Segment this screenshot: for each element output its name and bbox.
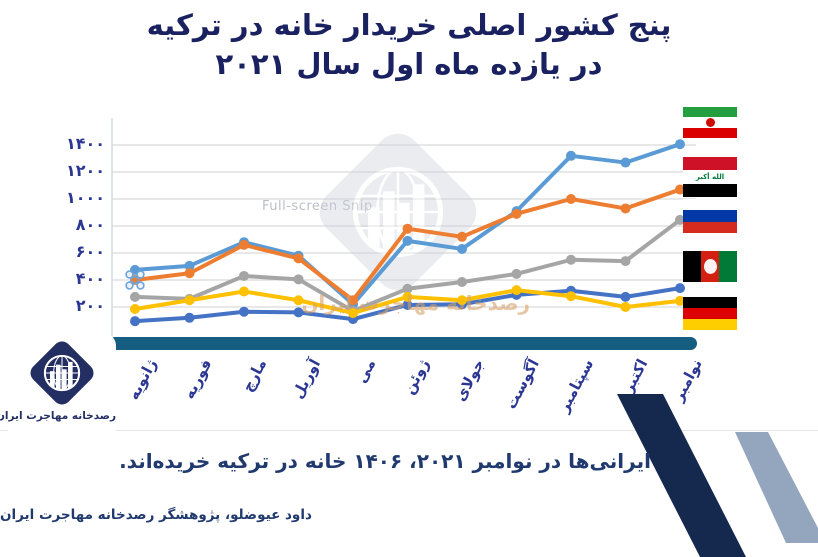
data-point-iran [402,235,413,246]
y-tick-label: ۶۰۰ [75,242,105,261]
data-point-iraq [293,253,304,264]
selection-handle-icon [136,281,145,290]
data-point-afghanistan [130,316,140,327]
y-tick-label: ۲۰۰ [75,296,105,315]
footnote: ایرانی‌ها در نوامبر ۲۰۲۱، ۱۴۰۶ خانه در ت… [119,449,651,473]
flag-band [683,251,701,282]
selection-handle-icon [136,270,145,279]
flag-band [683,221,737,233]
logo-card: رصدخانه مهاجرت ایران [0,332,116,444]
flag-band [683,308,737,319]
data-point-iraq [511,208,522,219]
data-point-germany [348,308,358,319]
data-point-germany [566,291,576,302]
data-point-russia [130,291,140,302]
light-stripe [735,432,818,543]
iran-flag-icon [683,107,737,138]
data-point-iraq [566,194,576,204]
x-axis-bar [103,337,697,350]
data-point-russia [239,270,249,281]
data-point-iraq [457,231,467,242]
data-point-russia [566,254,576,265]
data-point-russia [457,277,467,288]
data-point-iran [620,157,631,168]
data-point-russia [402,283,413,294]
separator-line [0,430,818,431]
iraq-emblem-icon: الله أكبر [695,172,725,181]
selection-handle-icon [130,275,140,285]
data-point-germany [620,302,631,312]
flag-band [683,157,737,171]
chart-title: پنج کشور اصلی خریدار خانه در ترکیه در یا… [0,6,818,84]
selection-handle-icon [125,270,134,279]
chart-title-line1: پنج کشور اصلی خریدار خانه در ترکیه [146,8,672,42]
data-point-iran [566,150,576,161]
data-point-germany [293,295,304,306]
data-point-afghanistan [184,312,195,323]
data-point-iran [675,139,685,150]
flag-band [683,210,737,222]
data-point-russia [293,274,304,285]
data-point-afghanistan [620,291,631,302]
data-point-russia [675,214,685,225]
data-point-iran [184,260,195,271]
afghanistan-flag-icon [683,251,737,282]
data-point-russia [511,268,522,279]
y-tick-label: ۱۲۰۰ [65,161,105,180]
data-point-iran [457,243,467,254]
iraq-flag-icon: الله أكبر [683,157,737,197]
data-point-afghanistan [402,299,413,310]
flag-band [683,127,737,138]
data-point-germany [184,295,195,306]
flag-band [719,251,737,282]
selection-handle-icon [125,281,134,290]
data-point-afghanistan [675,283,685,294]
snip-artifact-text: Full-screen Snip [262,199,373,214]
data-point-germany [675,295,685,306]
observatory-logo-icon [30,341,94,405]
data-point-afghanistan [293,307,304,318]
flag-band [683,297,737,308]
flag-band [683,183,737,197]
afghanistan-emblem-icon [683,251,737,282]
flag-band [683,170,737,184]
data-point-iraq [620,203,631,214]
credit-line: داود عیوضلو، پژوهشگر رصدخانه مهاجرت ایرا… [0,507,312,523]
y-tick-label: ۱۴۰۰ [65,134,105,153]
data-point-afghanistan [239,306,249,317]
data-point-germany [130,304,140,315]
data-point-iraq [402,223,413,234]
watermark-text: رصدخانه مهاجرت ایران [301,291,530,315]
dark-stripe [617,394,746,557]
iran-emblem-icon [683,107,737,138]
russia-flag-icon [683,199,737,233]
data-point-russia [620,256,631,267]
data-point-iraq [348,295,358,306]
flag-band [683,107,737,118]
data-point-germany [402,291,413,302]
y-tick-label: ۱۰۰۰ [65,188,105,207]
germany-flag-icon [683,297,737,330]
data-point-germany [511,285,522,296]
flag-band [683,319,737,330]
y-tick-label: ۴۰۰ [75,269,105,288]
data-point-germany [239,286,249,297]
data-point-iraq [239,239,249,250]
y-tick-label: ۸۰۰ [75,215,105,234]
logo-caption: رصدخانه مهاجرت ایران [0,410,116,422]
flag-band [683,199,737,211]
data-point-iraq [184,268,195,279]
chart-title-line2: در یازده ماه اول سال ۲۰۲۱ [215,47,603,81]
data-point-iraq [675,184,685,195]
data-point-germany [457,295,467,306]
